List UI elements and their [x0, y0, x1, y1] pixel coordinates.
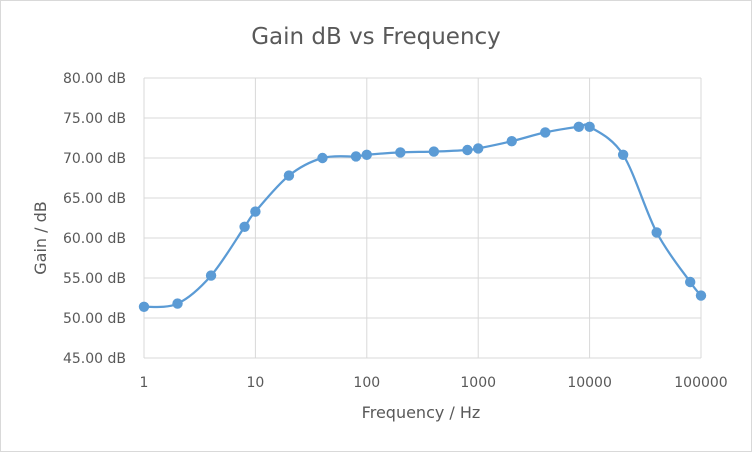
data-point: [205, 270, 217, 281]
series-line: [143, 123, 702, 309]
data-point: [651, 227, 662, 238]
data-point: [473, 143, 484, 154]
data-point: [584, 121, 595, 132]
y-axis-title: Gain / dB: [31, 201, 50, 274]
data-point: [395, 147, 406, 158]
x-axis-title: Frequency / Hz: [362, 403, 481, 422]
data-point: [283, 170, 295, 181]
x-tick-label: 100000: [674, 375, 727, 391]
tick-labels: 45.00 dB 50.00 dB 55.00 dB 60.00 dB 65.00 dB…: [63, 71, 728, 391]
y-tick-label: 70.00 dB: [63, 151, 126, 167]
data-point: [428, 146, 440, 157]
data-point: [617, 149, 629, 160]
data-point: [506, 136, 517, 147]
data-point: [250, 206, 261, 217]
data-point: [462, 144, 473, 156]
x-tick-label: 10000: [567, 375, 612, 391]
data-point: [685, 276, 696, 288]
y-tick-label: 65.00 dB: [63, 191, 126, 207]
data-point: [138, 301, 150, 312]
y-tick-label: 60.00 dB: [63, 231, 126, 247]
chart-title: Gain dB vs Frequency: [251, 24, 501, 50]
data-point: [350, 151, 362, 162]
y-tick-label: 55.00 dB: [63, 271, 126, 287]
gridlines: [143, 77, 702, 359]
y-tick-label: 75.00 dB: [63, 111, 126, 127]
y-tick-label: 50.00 dB: [63, 311, 126, 327]
x-tick-label: 1000: [460, 375, 496, 391]
x-tick-label: 10: [246, 375, 264, 391]
x-tick-label: 100: [353, 375, 380, 391]
data-point: [239, 221, 250, 232]
data-point: [695, 290, 707, 301]
data-point: [540, 127, 551, 138]
y-tick-label: 45.00 dB: [63, 351, 126, 367]
data-points: [138, 121, 707, 312]
data-point: [361, 149, 372, 160]
x-tick-label: 1: [140, 375, 149, 391]
data-point: [172, 298, 183, 309]
data-point: [317, 152, 328, 164]
y-tick-label: 80.00 dB: [63, 71, 126, 87]
data-point: [573, 121, 585, 132]
